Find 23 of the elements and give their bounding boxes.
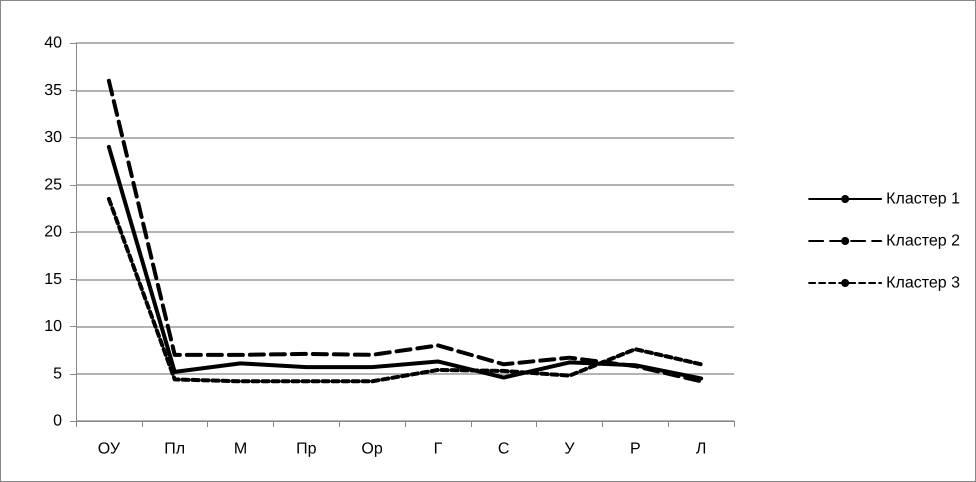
legend-label: Кластер 1	[886, 190, 960, 208]
x-tick-label: Пл	[164, 440, 186, 458]
y-tick-label: 5	[53, 365, 62, 382]
x-tick-label: ОУ	[98, 440, 121, 458]
x-tick-label: М	[234, 440, 248, 458]
line-series	[106, 78, 704, 384]
x-tick-label: Р	[630, 440, 641, 458]
x-tick-label: Г	[434, 440, 443, 458]
y-tick-label: 30	[44, 129, 62, 146]
y-tick-label: 15	[44, 270, 62, 288]
y-tick-label: 20	[44, 224, 62, 240]
x-tick-label: Пр	[296, 440, 317, 458]
x-tick-label: Ор	[361, 440, 383, 458]
legend-label: Кластер 2	[886, 232, 960, 250]
legend-label: Кластер 3	[886, 274, 960, 292]
x-tick-label: Л	[696, 440, 706, 458]
y-tick-label: 40	[44, 34, 62, 52]
x-tick-label: С	[498, 440, 510, 458]
y-tick-label: 25	[44, 176, 62, 194]
y-tick-label: 10	[44, 318, 62, 335]
x-tick-label: У	[564, 440, 576, 458]
y-tick-label: 0	[53, 412, 62, 430]
y-tick-label: 35	[44, 82, 62, 99]
